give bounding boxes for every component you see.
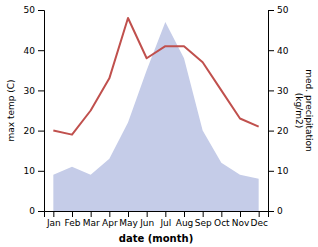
tick: Jan — [46, 211, 61, 228]
tick-label: 20 — [24, 126, 36, 136]
tick: Oct — [214, 211, 230, 228]
tick: 0 — [268, 206, 283, 216]
temperature-line — [53, 18, 258, 135]
tick-label: 10 — [24, 166, 36, 176]
tick-mark — [38, 211, 44, 212]
tick: 30 — [24, 86, 44, 96]
tick-label: Sep — [195, 218, 212, 228]
tick-mark — [53, 211, 54, 217]
tick-mark — [259, 211, 260, 217]
tick-label: Jul — [159, 218, 171, 228]
tick: Feb — [65, 211, 81, 228]
tick-label: 10 — [277, 166, 289, 176]
tick-mark — [203, 211, 204, 217]
tick-mark — [165, 211, 166, 217]
tick: Apr — [102, 211, 118, 228]
tick-label: 0 — [29, 206, 35, 216]
y-axis-title: max temp (C) — [6, 79, 16, 141]
tick-mark — [184, 211, 185, 217]
marks — [53, 18, 258, 211]
tick: Jun — [139, 211, 154, 228]
tick: 40 — [268, 46, 289, 56]
tick: Sep — [195, 211, 212, 228]
precipitation-area — [53, 22, 258, 211]
tick-label: 0 — [277, 206, 283, 216]
tick-label: May — [119, 218, 138, 228]
x-axis: Jan FebMarAprMayJun Jul AugSepOctNovDec — [45, 211, 269, 228]
tick-mark — [109, 211, 110, 217]
chart: Jan FebMarAprMayJun Jul AugSepOctNovDec 0 10 2… — [0, 0, 318, 247]
tick-label: 30 — [277, 86, 289, 96]
tick: Aug — [176, 211, 194, 228]
tick-label: Aug — [176, 218, 194, 228]
tick-mark — [268, 131, 274, 132]
tick: Jul — [159, 211, 171, 228]
tick: 50 — [268, 5, 289, 15]
tick-mark — [268, 171, 274, 172]
tick-mark — [147, 211, 148, 217]
tick-label: Jan — [46, 218, 61, 228]
tick-label: 50 — [24, 5, 36, 15]
tick: Mar — [83, 211, 100, 228]
tick: 50 — [24, 5, 44, 15]
tick-label: Apr — [102, 218, 118, 228]
tick: 10 — [24, 166, 44, 176]
tick-mark — [38, 50, 44, 51]
tick-label: 30 — [24, 86, 36, 96]
x-axis-title: date (month) — [119, 233, 193, 244]
tick-label: 40 — [24, 46, 36, 56]
axis-line — [45, 212, 269, 218]
tick: 20 — [24, 126, 44, 136]
tick: May — [119, 211, 138, 228]
tick-label: Dec — [250, 218, 267, 228]
plot: Jan FebMarAprMayJun Jul AugSepOctNovDec 0 10 2… — [24, 5, 289, 228]
tick: 30 — [268, 86, 289, 96]
tick-label: 40 — [277, 46, 289, 56]
y2-axis-title: med. precipitation(kg/m2) — [294, 69, 314, 151]
tick-mark — [91, 211, 92, 217]
tick: 40 — [24, 46, 44, 56]
tick-mark — [268, 90, 274, 91]
tick-label: Jun — [139, 218, 154, 228]
tick-mark — [38, 131, 44, 132]
tick: Nov — [232, 211, 250, 228]
y-axis: 0 10 20 30 40 50 — [24, 5, 45, 216]
axis-line — [38, 11, 45, 212]
tick-label: Feb — [65, 218, 81, 228]
tick-label: 50 — [277, 5, 289, 15]
tick-mark — [221, 211, 222, 217]
tick-label: Nov — [232, 218, 250, 228]
tick: 10 — [268, 166, 289, 176]
tick: Dec — [250, 211, 267, 228]
tick-label: Mar — [83, 218, 100, 228]
tick-label: 20 — [277, 126, 289, 136]
tick-mark — [38, 171, 44, 172]
tick-mark — [72, 211, 73, 217]
tick-mark — [268, 50, 274, 51]
tick-mark — [128, 211, 129, 217]
y2-axis: 0 10 20 30 40 50 — [268, 5, 289, 216]
tick-mark — [268, 211, 274, 212]
tick: 20 — [268, 126, 289, 136]
tick-label: Oct — [214, 218, 230, 228]
tick-mark — [268, 10, 274, 11]
tick-mark — [38, 10, 44, 11]
tick-mark — [240, 211, 241, 217]
tick: 0 — [29, 206, 44, 216]
axis-line — [269, 11, 275, 212]
tick-mark — [38, 90, 44, 91]
